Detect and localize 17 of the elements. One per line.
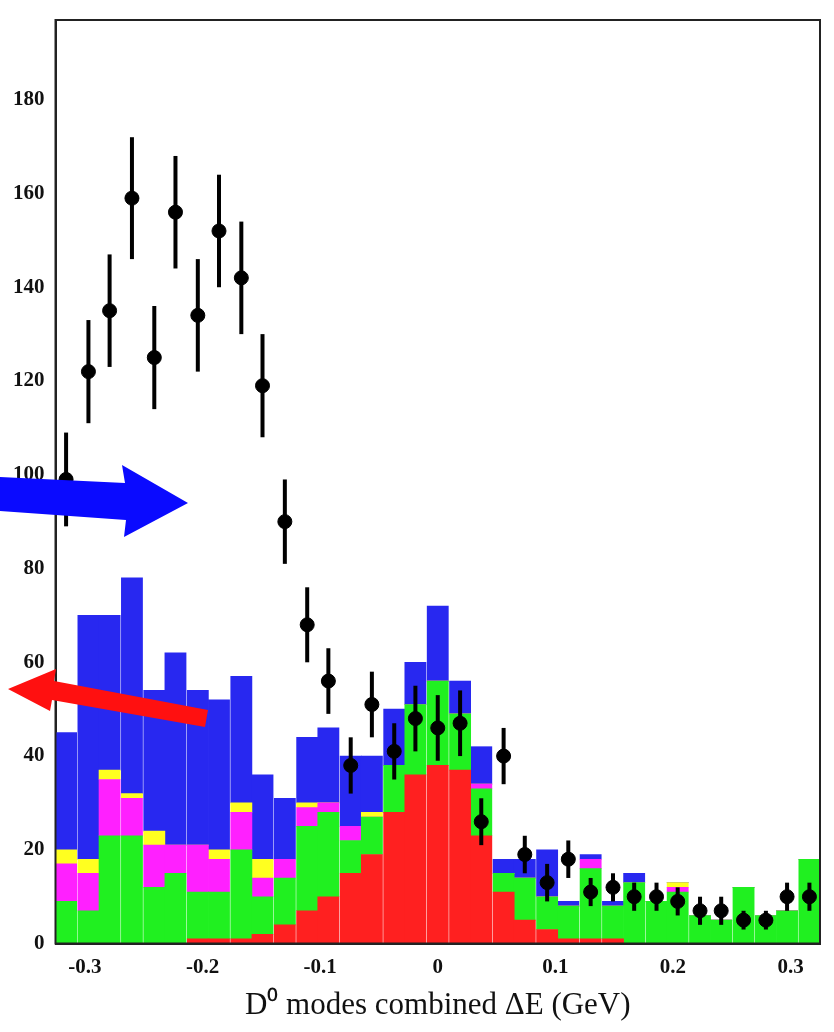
x-tick-label: -0.1 bbox=[303, 953, 337, 978]
y-tick-label: 160 bbox=[13, 179, 45, 204]
y-tick-label: 40 bbox=[23, 742, 45, 767]
y-tick-label: 120 bbox=[13, 367, 45, 392]
y-tick-label: 140 bbox=[13, 273, 45, 298]
x-tick-label: 0.3 bbox=[777, 953, 804, 978]
y-tick-label: 20 bbox=[23, 836, 45, 861]
x-tick-label: 0.1 bbox=[542, 953, 569, 978]
x-tick-label: 0 bbox=[432, 953, 443, 978]
y-tick-label: 180 bbox=[13, 86, 45, 111]
x-axis-title: D⁰ modes combined ΔE (GeV) bbox=[244, 985, 631, 1021]
x-tick-label: 0.2 bbox=[659, 953, 687, 978]
y-tick-label: 80 bbox=[23, 554, 45, 579]
y-tick-label: 0 bbox=[34, 930, 45, 955]
x-tick-label: -0.2 bbox=[185, 953, 220, 978]
x-tick-label: -0.3 bbox=[68, 953, 102, 978]
y-tick-label: 60 bbox=[23, 648, 45, 673]
